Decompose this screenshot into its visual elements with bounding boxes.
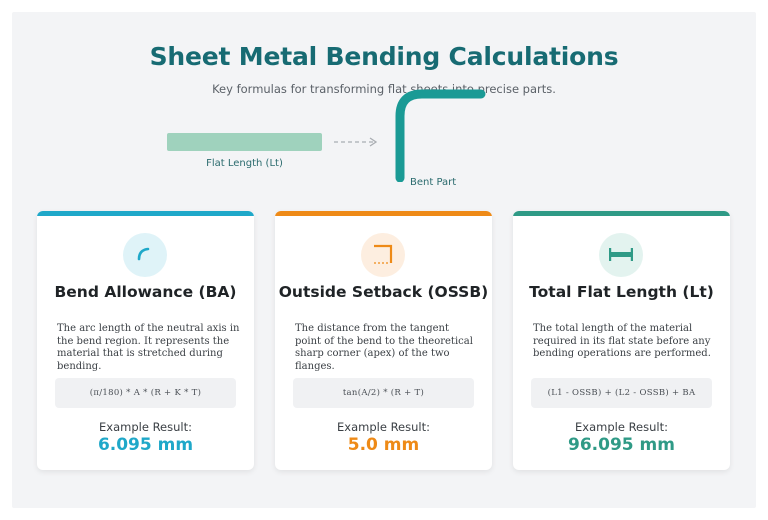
card-title: Bend Allowance (BA) [54, 283, 237, 301]
formula-box: tan(A/2) * (R + T) [293, 378, 474, 408]
infographic-panel: Sheet Metal Bending Calculations Key for… [12, 12, 756, 508]
card-accent-bar [513, 211, 730, 216]
page-title: Sheet Metal Bending Calculations [149, 42, 619, 71]
card-title: Outside Setback (OSSB) [278, 283, 489, 301]
corner-icon [361, 233, 405, 277]
formula-box: (L1 - OSSB) + (L2 - OSSB) + BA [531, 378, 712, 408]
arc-icon [123, 233, 167, 277]
card-outside-setback: Outside Setback (OSSB) The distance from… [275, 211, 492, 470]
page-subtitle: Key formulas for transforming flat sheet… [212, 82, 556, 96]
example-result-label: Example Result: [337, 420, 430, 434]
example-result-label: Example Result: [575, 420, 668, 434]
example-result-value: 6.095 mm [97, 435, 194, 455]
card-accent-bar [37, 211, 254, 216]
card-description: The total length of the material require… [533, 323, 711, 359]
card-total-flat-length: Total Flat Length (Lt) The total length … [513, 211, 730, 470]
card-description: The distance from the tangent point of t… [295, 323, 473, 372]
example-result-label: Example Result: [99, 420, 192, 434]
example-result-value: 96.095 mm [568, 435, 675, 455]
ruler-length-icon [599, 233, 643, 277]
card-description: The arc length of the neutral axis in th… [57, 323, 240, 372]
example-result-value: 5.0 mm [347, 435, 420, 455]
dashed-arrow-icon [334, 137, 378, 147]
bent-part-label: Bent Part [410, 177, 457, 188]
card-bend-allowance: Bend Allowance (BA) The arc length of th… [37, 211, 254, 470]
flat-sheet-shape [167, 133, 322, 151]
card-title: Total Flat Length (Lt) [529, 283, 714, 301]
bent-part-shape [395, 89, 486, 182]
flat-length-label: Flat Length (Lt) [206, 158, 283, 169]
formula-box: (π/180) * A * (R + K * T) [55, 378, 236, 408]
card-accent-bar [275, 211, 492, 216]
